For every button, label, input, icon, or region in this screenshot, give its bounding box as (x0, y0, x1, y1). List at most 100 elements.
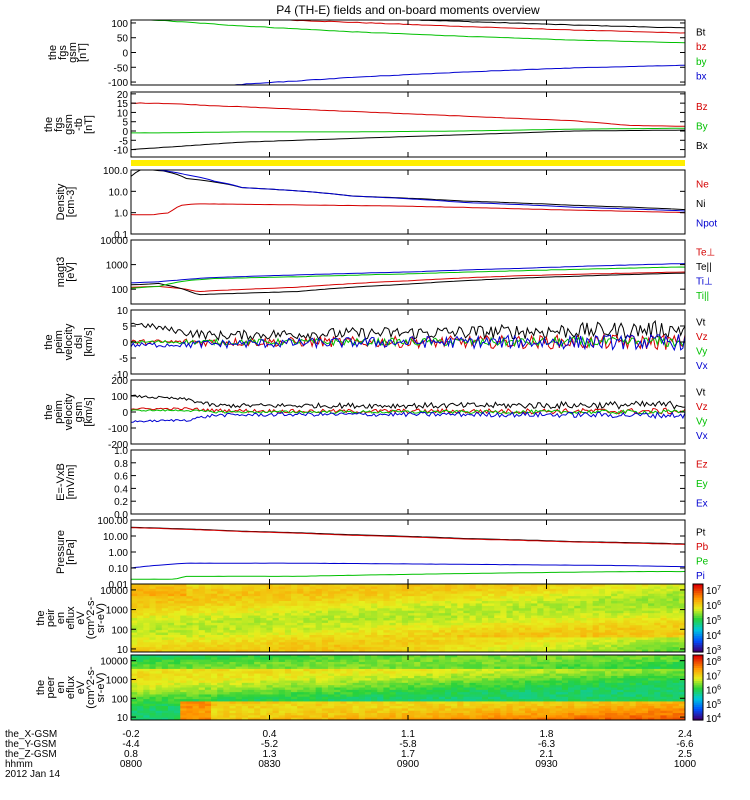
spectrogram-cell (549, 605, 557, 609)
spectrogram-cell (247, 588, 255, 592)
spectrogram-cell (623, 659, 631, 663)
spectrogram-cell (481, 613, 489, 617)
spectrogram-cell (401, 608, 409, 612)
spectrogram-cell (321, 689, 329, 693)
spectrogram-cell (641, 588, 649, 592)
spectrogram-cell (678, 673, 685, 677)
spectrogram-cell (494, 682, 501, 686)
spectrogram-cell (247, 699, 255, 703)
spectrogram-cell (641, 647, 649, 651)
spectrogram-cell (463, 610, 471, 614)
spectrogram-cell (481, 649, 489, 652)
spectrogram-cell (395, 668, 403, 672)
spectrogram-cell (475, 642, 483, 646)
spectrogram-cell (272, 603, 280, 607)
spectrogram-cell (340, 608, 348, 612)
spectrogram-cell (186, 680, 194, 684)
spectrogram-cell (488, 699, 495, 703)
spectrogram-cell (654, 639, 661, 643)
y-axis-label-line: Pressure (55, 530, 67, 574)
spectrogram-cell (574, 644, 581, 648)
spectrogram-cell (377, 632, 384, 636)
spectrogram-cell (623, 696, 631, 700)
spectrogram-cell (266, 673, 274, 677)
spectrogram-cell (420, 593, 428, 597)
spectrogram-cell (574, 605, 581, 609)
spectrogram-cell (611, 625, 618, 629)
spectrogram-cell (389, 657, 397, 661)
spectrogram-cell (641, 598, 649, 602)
spectrogram-cell (334, 673, 341, 677)
spectrogram-cell (543, 668, 551, 672)
spectrogram-cell (611, 632, 618, 636)
spectrogram-cell (481, 682, 489, 686)
spectrogram-cell (444, 610, 452, 614)
spectrogram-cell (623, 615, 631, 619)
spectrogram-cell (272, 601, 280, 605)
spectrogram-cell (611, 593, 618, 597)
spectrogram-cell (660, 627, 668, 631)
spectrogram-cell (574, 615, 581, 619)
spectrogram-cell (408, 687, 415, 691)
spectrogram-cell (321, 588, 329, 592)
spectrogram-cell (524, 696, 532, 700)
spectrogram-cell (371, 620, 378, 624)
spectrogram-cell (352, 659, 360, 663)
spectrogram-cell (451, 687, 458, 691)
spectrogram-cell (617, 647, 625, 651)
spectrogram-cell (537, 632, 545, 636)
spectrogram-cell (321, 673, 329, 677)
spectrogram-cell (211, 666, 218, 670)
spectrogram-cell (371, 661, 378, 665)
spectrogram-cell (660, 678, 668, 682)
spectrogram-cell (211, 593, 218, 597)
spectrogram-cell (340, 591, 348, 595)
spectrogram-cell (272, 630, 280, 634)
spectrogram-cell (580, 671, 588, 675)
spectrogram-cell (654, 586, 661, 590)
spectrogram-cell (524, 694, 532, 698)
spectrogram-cell (198, 655, 206, 658)
spectrogram-cell (660, 644, 668, 648)
spectrogram-cell (401, 685, 409, 689)
spectrogram-cell (371, 627, 378, 631)
spectrogram-cell (315, 694, 323, 698)
spectrogram-cell (420, 615, 428, 619)
spectrogram-cell (506, 664, 514, 668)
spectrogram-cell (334, 703, 341, 707)
spectrogram-cell (481, 630, 489, 634)
spectrogram-cell (371, 635, 378, 639)
spectrogram-cell (444, 584, 452, 588)
y-tick-label: 10.00 (103, 532, 128, 543)
spectrogram-cell (340, 678, 348, 682)
spectrogram-cell (500, 637, 508, 641)
spectrogram-cell (364, 647, 372, 651)
colorbar-cell (693, 588, 703, 592)
spectrogram-cell (408, 659, 415, 663)
spectrogram-cell (371, 696, 378, 700)
spectrogram-cell (568, 696, 575, 700)
series-group (131, 319, 685, 352)
series-group (131, 394, 685, 423)
spectrogram-cell (641, 694, 649, 698)
spectrogram-cell (364, 618, 372, 622)
spectrogram-cell (574, 647, 581, 651)
spectrogram-cell (475, 647, 483, 651)
spectrogram-cell (524, 682, 532, 686)
spectrogram-cell (469, 639, 477, 643)
spectrogram-cell (648, 682, 655, 686)
spectrogram-cell (371, 596, 378, 600)
spectrogram-cell (408, 671, 415, 675)
spectrogram-cell (149, 692, 157, 696)
spectrogram-cell (420, 644, 428, 648)
spectrogram-cell (334, 635, 341, 639)
spectrogram-cell (358, 685, 366, 689)
spectrogram-cell (426, 622, 434, 626)
spectrogram-cell (531, 618, 538, 622)
spectrogram-cell (500, 605, 508, 609)
spectrogram-cell (531, 703, 538, 707)
spectrogram-cell (198, 605, 206, 609)
spectrogram-cell (481, 622, 489, 626)
spectrogram-cell (223, 637, 231, 641)
